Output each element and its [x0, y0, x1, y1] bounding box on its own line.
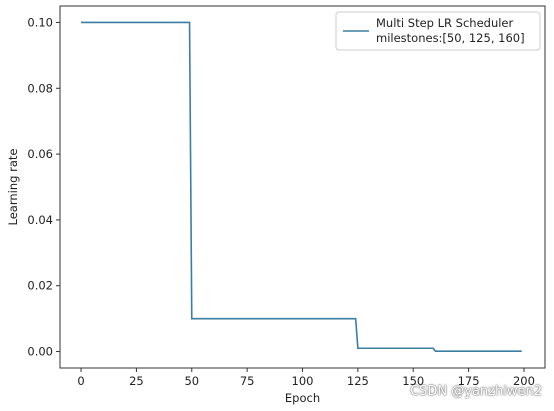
x-tick-label: 100: [292, 374, 314, 388]
y-axis-label: Learning rate: [6, 149, 20, 226]
legend-box: [335, 11, 541, 51]
x-tick-label: 25: [129, 374, 144, 388]
x-tick-label: 175: [458, 374, 480, 388]
plot-layer: [81, 21, 522, 353]
axes-frame: [59, 5, 546, 369]
x-tick-label: 50: [184, 374, 199, 388]
y-tick-label: 0.10: [27, 15, 53, 29]
x-tick-label: 125: [347, 374, 369, 388]
legend-text-line: milestones:[50, 125, 160]: [376, 31, 525, 45]
x-tick-label: 150: [402, 374, 424, 388]
legend-text-line: Multi Step LR Scheduler: [376, 16, 514, 30]
axes-layer: 0 25 50 75 100 125 150 175 200 0.00 0.02 0.04 0.06 0.…: [6, 5, 546, 405]
x-tick-label: 200: [513, 374, 535, 388]
y-tick-label: 0.06: [27, 147, 53, 161]
series-line-0: [81, 21, 522, 353]
y-tick-label: 0.08: [27, 81, 53, 95]
x-tick-label: 0: [77, 374, 84, 388]
x-axis-label: Epoch: [285, 391, 320, 405]
y-tick-label: 0.04: [27, 213, 53, 227]
y-tick-label: 0.02: [27, 279, 53, 293]
x-tick-label: 75: [240, 374, 255, 388]
y-tick-label: 0.00: [27, 345, 53, 359]
watermark-text: CSDN @yanzhiwen2: [410, 384, 542, 399]
